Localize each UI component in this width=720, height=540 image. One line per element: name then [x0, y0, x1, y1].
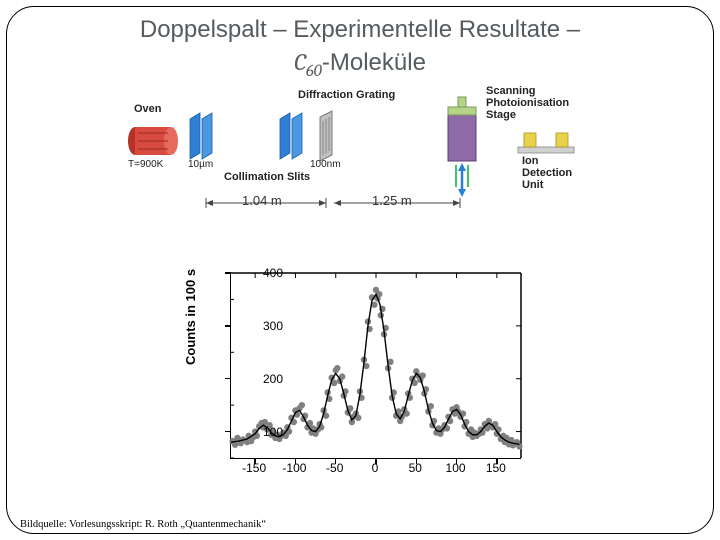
- y-axis-label: Counts in 100 s: [183, 269, 198, 365]
- coll-label: Collimation Slits: [224, 171, 310, 183]
- detect-label: Ion Detection Unit: [522, 155, 572, 191]
- ion-detection-unit: [518, 133, 574, 153]
- oven-label: Oven: [134, 103, 162, 115]
- diffraction-chart: Counts in 100 s 100 200 300 400 -150 -100 -50 0…: [185, 265, 535, 495]
- grating-size: 100nm: [310, 159, 341, 170]
- x-tick-label: -150: [239, 461, 269, 475]
- source-citation: Bildquelle: Vorlesungsskript: R. Roth „Q…: [20, 519, 266, 530]
- grating-label: Diffraction Grating: [298, 89, 395, 101]
- diffraction-grating: [320, 111, 332, 161]
- collimation-slit-1: [190, 113, 212, 159]
- collimation-slit-2: [280, 113, 302, 159]
- x-tick-label: -50: [320, 461, 350, 475]
- dist2: 1.25 m: [372, 193, 412, 208]
- x-tick-label: 0: [360, 461, 390, 475]
- title-tail: -Moleküle: [322, 49, 426, 76]
- slit1-size: 10µm: [188, 159, 213, 170]
- scan-label: Scanning Photoionisation Stage: [486, 85, 569, 121]
- y-tick-label: 300: [243, 319, 283, 333]
- apparatus-diagram: Oven T=900K 10µm Collimation Slits Diffr…: [120, 95, 600, 225]
- scanning-stage: [448, 97, 476, 197]
- dist1: 1.04 m: [242, 193, 282, 208]
- title-mol: C: [294, 48, 306, 76]
- page-title: Doppelspalt – Experimentelle Resultate –…: [0, 14, 720, 84]
- x-tick-label: 100: [441, 461, 471, 475]
- x-tick-label: 50: [400, 461, 430, 475]
- y-tick-label: 400: [243, 266, 283, 280]
- x-tick-label: -100: [279, 461, 309, 475]
- x-tick-label: 150: [481, 461, 511, 475]
- oven-icon: [128, 127, 178, 155]
- oven-temp: T=900K: [128, 159, 163, 170]
- y-tick-label: 100: [243, 425, 283, 439]
- title-line1: Doppelspalt – Experimentelle Resultate –: [140, 16, 580, 43]
- title-sub: 60: [306, 62, 322, 81]
- y-tick-label: 200: [243, 372, 283, 386]
